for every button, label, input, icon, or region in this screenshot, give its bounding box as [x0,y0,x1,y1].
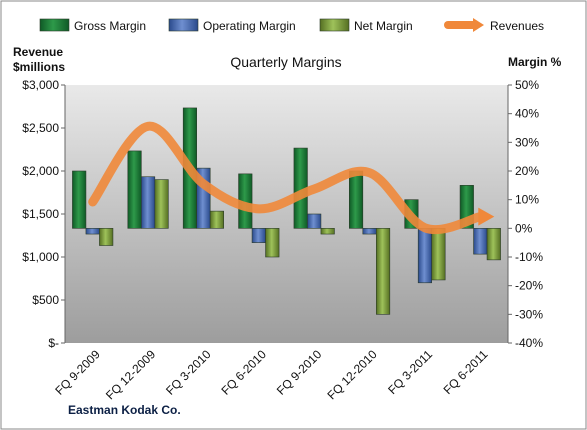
bar-series [72,107,501,315]
left-tick-label: $3,000 [22,78,59,92]
bar-operating-margin [362,228,377,235]
legend-swatch-net-margin [319,18,350,32]
bar-net-margin [376,228,391,315]
revenue-line-path [88,121,485,234]
right-tick-label: -10% [515,250,543,264]
bar-net-margin [486,228,501,261]
right-axis-title: Margin % [508,55,562,69]
right-tick-label: -20% [515,279,543,293]
legend-label-operating-margin: Operating Margin [203,19,296,33]
right-tick-label: -30% [515,307,543,321]
right-tick-label: 30% [515,135,539,149]
right-axis: -40% -30% -20% -10% 0% 10% 20% 30% 40% 50% [507,78,543,350]
bar-net-margin [154,179,169,229]
left-axis: $- $500 $1,000 $1,500 $2,000 $2,500 $3,000 [22,78,66,350]
left-tick-label: $500 [32,293,59,307]
legend-swatch-gross-margin [39,18,70,32]
legend-label-revenues: Revenues [490,19,544,33]
right-tick-label: 40% [515,107,539,121]
right-tick-label: 20% [515,164,539,178]
right-tick-label: 50% [515,78,539,92]
left-axis-title-line1: Revenue [13,45,63,59]
bar-operating-margin [307,213,322,229]
bar-operating-margin [473,228,488,255]
left-axis-title-line2: $millions [13,60,65,74]
bar-operating-margin [85,228,100,235]
bar-operating-margin [251,228,266,243]
left-tick-label: $2,500 [22,121,59,135]
bar-net-margin [265,228,280,258]
bar-net-margin [320,228,335,235]
bar-net-margin [99,228,114,246]
bar-net-margin [209,210,224,229]
bar-operating-margin [141,176,156,229]
left-tick-label: $2,000 [22,164,59,178]
right-tick-label: 10% [515,193,539,207]
chart-title: Quarterly Margins [230,54,341,70]
bar-net-margin [431,228,446,281]
revenue-line-arrowhead [478,207,495,226]
legend-arrow-revenues [473,18,484,32]
bar-operating-margin [417,228,432,284]
left-tick-label: $1,500 [22,207,59,221]
bar-gross-margin [72,170,87,229]
bar-gross-margin [127,150,142,229]
right-tick-label: 0% [515,221,533,235]
left-tick-label: $1,000 [22,250,59,264]
bar-gross-margin [349,170,364,229]
legend: Gross Margin Operating Margin Net Margin Re… [39,18,544,33]
legend-label-gross-margin: Gross Margin [74,19,146,33]
right-tick-label: -40% [515,336,543,350]
left-tick-label: $- [48,336,59,350]
company-name: Eastman Kodak Co. [68,403,181,417]
legend-swatch-operating-margin [168,18,199,32]
revenue-line [88,121,495,234]
legend-label-net-margin: Net Margin [354,19,413,33]
